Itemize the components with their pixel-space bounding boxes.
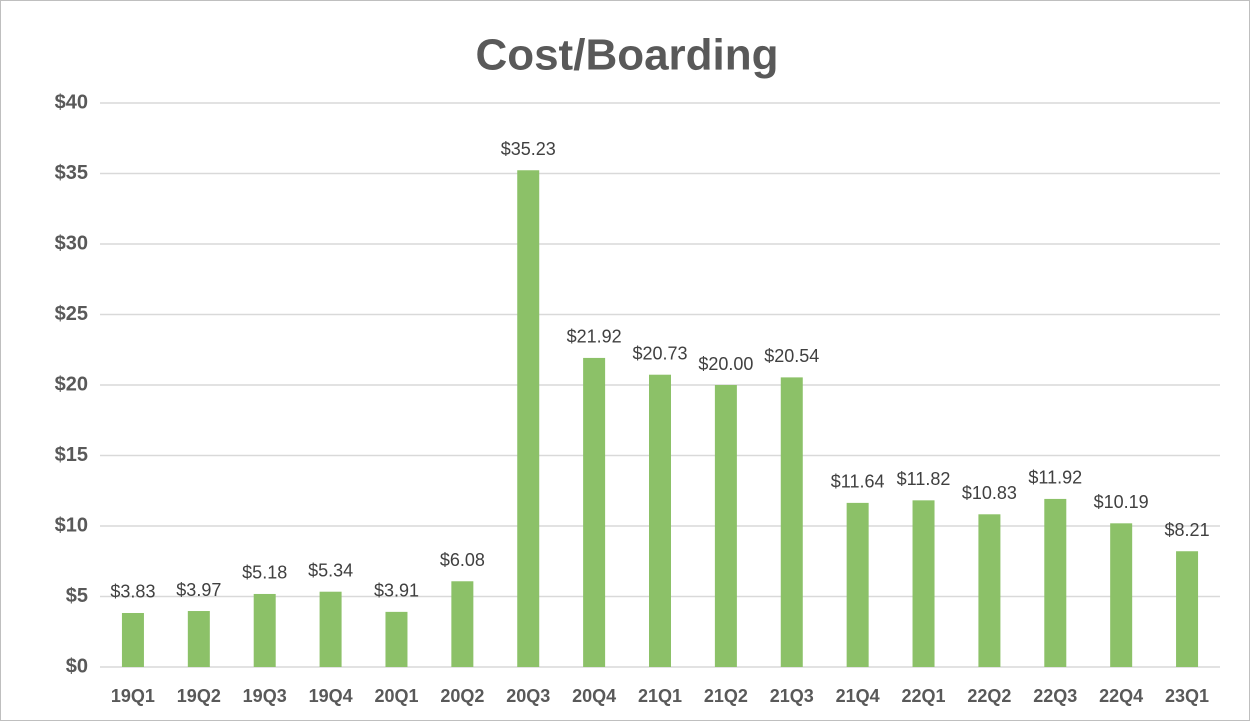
value-label: $11.92 xyxy=(1028,468,1082,488)
bar xyxy=(649,374,671,667)
y-tick-label: $0 xyxy=(66,655,88,677)
chart-title: Cost/Boarding xyxy=(475,31,778,80)
x-tick-label: 20Q3 xyxy=(506,686,550,706)
value-label: $3.83 xyxy=(110,582,155,602)
value-label: $10.19 xyxy=(1094,492,1149,512)
x-tick-label: 21Q4 xyxy=(836,686,880,706)
value-label: $11.64 xyxy=(831,472,885,492)
bar xyxy=(253,593,276,667)
value-label: $20.73 xyxy=(632,343,687,363)
x-tick-label: 21Q1 xyxy=(638,686,682,706)
y-tick-label: $20 xyxy=(55,373,88,395)
bar xyxy=(583,357,606,667)
value-label: $3.91 xyxy=(374,581,419,601)
value-label: $8.21 xyxy=(1165,520,1210,540)
x-tick-label: 23Q1 xyxy=(1165,686,1209,706)
y-tick-label: $5 xyxy=(66,585,88,607)
bar xyxy=(187,611,210,667)
x-tick-label: 22Q4 xyxy=(1099,686,1143,706)
bar xyxy=(319,591,342,667)
x-tick-label: 20Q1 xyxy=(374,686,418,706)
x-tick-label: 19Q3 xyxy=(243,686,287,706)
value-label: $10.83 xyxy=(962,483,1017,503)
value-label: $20.54 xyxy=(764,346,819,366)
bar xyxy=(780,377,803,667)
x-tick-label: 20Q2 xyxy=(440,686,484,706)
y-tick-label: $10 xyxy=(55,514,88,536)
x-tick-label: 19Q1 xyxy=(111,686,155,706)
value-label: $20.00 xyxy=(698,354,753,374)
value-label: $3.97 xyxy=(176,580,221,600)
bar xyxy=(1110,523,1133,667)
value-label: $35.23 xyxy=(501,139,556,159)
bar xyxy=(846,502,869,667)
x-tick-label: 21Q2 xyxy=(704,686,748,706)
x-tick-label: 22Q2 xyxy=(967,686,1011,706)
bar xyxy=(1176,551,1199,667)
value-label: $5.18 xyxy=(242,563,287,583)
bar xyxy=(451,581,474,667)
value-label: $5.34 xyxy=(308,560,353,580)
x-tick-label: 22Q3 xyxy=(1033,686,1077,706)
y-tick-label: $25 xyxy=(55,303,88,325)
y-tick-label: $30 xyxy=(55,232,88,254)
bar xyxy=(714,385,737,667)
value-label: $11.82 xyxy=(897,469,951,489)
value-label: $21.92 xyxy=(567,327,622,347)
bar xyxy=(517,170,540,667)
y-tick-label: $40 xyxy=(55,91,88,113)
x-tick-label: 19Q4 xyxy=(309,686,353,706)
bar xyxy=(912,500,935,667)
x-tick-label: 19Q2 xyxy=(177,686,221,706)
x-tick-label: 21Q3 xyxy=(770,686,814,706)
bar xyxy=(121,612,144,667)
y-tick-label: $15 xyxy=(55,444,88,466)
bar xyxy=(1044,498,1067,667)
x-tick-label: 22Q1 xyxy=(902,686,946,706)
value-label: $6.08 xyxy=(440,550,485,570)
y-tick-label: $35 xyxy=(55,162,88,184)
x-tick-label: 20Q4 xyxy=(572,686,616,706)
bar xyxy=(978,514,1001,667)
bar xyxy=(385,611,408,667)
